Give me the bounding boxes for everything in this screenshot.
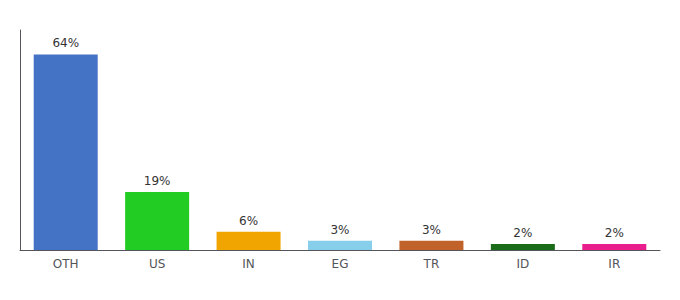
svg-text:US: US bbox=[149, 257, 165, 271]
svg-text:2%: 2% bbox=[513, 226, 532, 240]
svg-text:64%: 64% bbox=[52, 36, 79, 50]
svg-text:3%: 3% bbox=[422, 223, 441, 237]
svg-text:6%: 6% bbox=[239, 214, 258, 228]
svg-text:EG: EG bbox=[332, 257, 349, 271]
svg-text:19%: 19% bbox=[144, 174, 171, 188]
svg-text:2%: 2% bbox=[605, 226, 624, 240]
svg-text:3%: 3% bbox=[330, 223, 349, 237]
svg-text:OTH: OTH bbox=[53, 257, 79, 271]
svg-text:ID: ID bbox=[516, 257, 529, 271]
svg-text:TR: TR bbox=[423, 257, 440, 271]
svg-text:IR: IR bbox=[608, 257, 620, 271]
svg-text:IN: IN bbox=[242, 257, 255, 271]
